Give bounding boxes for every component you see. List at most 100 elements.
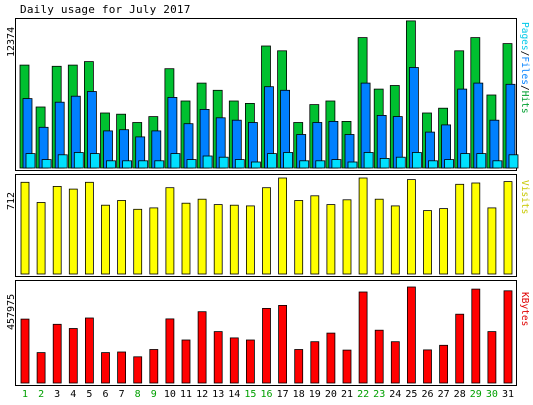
day-tick-label: 31 — [502, 389, 514, 400]
day-tick-label: 12 — [196, 389, 208, 400]
kbytes-bar — [455, 313, 465, 384]
kbytes-bar — [149, 349, 159, 384]
kbytes-bar — [165, 318, 175, 384]
pages-bar — [267, 153, 277, 169]
kbytes-bar — [181, 339, 191, 384]
kbytes-bar — [358, 291, 368, 384]
kbytes-bar — [439, 344, 449, 384]
day-tick-label: 6 — [102, 389, 108, 400]
kbytes-bar — [326, 332, 336, 384]
visits-bar — [342, 199, 352, 275]
day-tick-label: 13 — [212, 389, 224, 400]
pages-bar — [73, 152, 84, 169]
pages-bar — [508, 154, 519, 169]
day-tick-label: 17 — [277, 389, 289, 400]
kbytes-bar — [390, 341, 400, 384]
kbytes-bar — [117, 351, 126, 384]
visits-bar — [213, 204, 223, 275]
day-tick-label: 10 — [164, 389, 176, 400]
kbytes-bar — [20, 318, 30, 384]
visits-bar — [423, 210, 432, 275]
day-tick-label: 18 — [293, 389, 305, 400]
kbytes-bar — [423, 349, 432, 384]
kbytes-bar — [374, 329, 384, 384]
visits-bar — [262, 187, 271, 275]
graph-title: Daily usage for July 2017 — [20, 3, 191, 16]
visits-bar — [85, 181, 94, 275]
day-tick-label: 2 — [38, 389, 44, 400]
kbytes-bar — [197, 311, 207, 384]
kbytes-bar — [68, 328, 78, 384]
visits-bar — [310, 195, 320, 275]
pages-bar — [444, 159, 455, 169]
visits-bar — [149, 207, 159, 275]
visits-bar — [245, 205, 255, 275]
day-tick-label: 27 — [438, 389, 450, 400]
day-tick-label: 4 — [70, 389, 76, 400]
pages-bar — [299, 160, 310, 169]
day-tick-label: 21 — [341, 389, 353, 400]
day-tick-label: 25 — [405, 389, 417, 400]
pages-bar — [122, 160, 132, 169]
pages-bar — [41, 159, 52, 169]
day-tick-label: 19 — [309, 389, 321, 400]
day-tick-label: 28 — [454, 389, 466, 400]
day-tick-label: 26 — [421, 389, 433, 400]
visits-bar — [197, 198, 207, 275]
kbytes-bar — [229, 337, 239, 384]
day-tick-label: 30 — [486, 389, 498, 400]
pages-bar — [250, 161, 261, 169]
visits-bar — [439, 208, 449, 275]
day-tick-label: 3 — [54, 389, 60, 400]
day-tick-label: 22 — [357, 389, 369, 400]
visits-bar — [117, 200, 126, 275]
pages-bar — [218, 156, 229, 169]
visits-bar — [278, 177, 288, 275]
pages-bar — [57, 154, 68, 169]
day-tick-label: 20 — [325, 389, 337, 400]
pages-bar — [379, 157, 390, 169]
day-tick-label: 9 — [151, 389, 157, 400]
kbytes-bar — [310, 341, 320, 384]
kbytes-bar — [262, 307, 271, 384]
day-tick-label: 8 — [135, 389, 141, 400]
kbytes-bar — [406, 286, 416, 384]
pages-bar — [395, 156, 406, 169]
visits-bar — [101, 204, 110, 275]
visits-bar — [181, 202, 191, 275]
kbytes-bar — [342, 349, 352, 384]
kbytes-bar — [245, 339, 255, 384]
day-tick-label: 7 — [119, 389, 125, 400]
pages-bar — [234, 159, 245, 169]
visits-bar — [503, 181, 513, 275]
visits-bar — [36, 202, 46, 275]
pages-bar — [138, 160, 149, 169]
visits-bar — [358, 177, 368, 275]
pages-bar — [202, 155, 213, 169]
visits-bar — [229, 204, 239, 275]
day-tick-label: 24 — [389, 389, 401, 400]
pages-bar — [428, 160, 438, 169]
pages-bar — [154, 160, 165, 169]
visits-bar — [68, 188, 78, 275]
day-tick-label: 5 — [86, 389, 92, 400]
visits-bar — [390, 205, 400, 275]
day-tick-label: 11 — [180, 389, 192, 400]
kbytes-bar — [101, 352, 110, 384]
pages-bar — [492, 160, 503, 169]
kbytes-bar — [36, 352, 46, 384]
pages-bar — [90, 153, 100, 169]
pages-bar — [25, 153, 36, 169]
visits-bar — [165, 187, 175, 275]
visits-bar — [326, 204, 336, 275]
pages-bar — [460, 153, 471, 169]
pages-bar — [170, 153, 181, 169]
day-tick-label: 16 — [260, 389, 272, 400]
visits-bar — [374, 198, 384, 275]
pages-bar — [411, 152, 422, 169]
kbytes-bar — [487, 331, 497, 384]
pages-bar — [186, 159, 197, 169]
visits-bar — [133, 208, 143, 275]
